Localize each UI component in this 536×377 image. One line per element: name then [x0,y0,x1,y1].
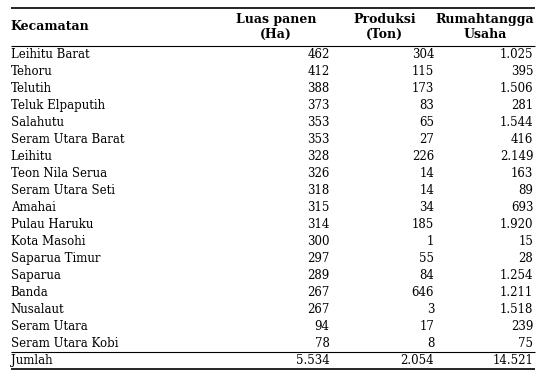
Text: 328: 328 [307,150,330,163]
Text: Telutih: Telutih [11,82,52,95]
Text: Saparua Timur: Saparua Timur [11,252,100,265]
Text: 83: 83 [419,99,434,112]
Text: 373: 373 [307,99,330,112]
Text: Seram Utara: Seram Utara [11,320,87,333]
Text: 267: 267 [307,286,330,299]
Text: 2.054: 2.054 [400,354,434,367]
Text: Banda: Banda [11,286,48,299]
Text: Nusalaut: Nusalaut [11,303,64,316]
Text: Produksi
(Ton): Produksi (Ton) [353,13,416,41]
Text: 115: 115 [412,65,434,78]
Text: Rumahtangga
Usaha: Rumahtangga Usaha [436,13,534,41]
Text: 185: 185 [412,218,434,231]
Text: 693: 693 [511,201,533,214]
Text: 388: 388 [307,82,330,95]
Text: 17: 17 [419,320,434,333]
Text: 75: 75 [518,337,533,350]
Text: 163: 163 [511,167,533,180]
Text: 15: 15 [518,235,533,248]
Text: 1.518: 1.518 [500,303,533,316]
Text: Saparua: Saparua [11,269,61,282]
Text: 281: 281 [511,99,533,112]
Text: 1.025: 1.025 [500,48,533,61]
Text: 8: 8 [427,337,434,350]
Text: Kota Masohi: Kota Masohi [11,235,85,248]
Text: 1.544: 1.544 [500,116,533,129]
Text: 300: 300 [307,235,330,248]
Text: 173: 173 [412,82,434,95]
Text: 315: 315 [307,201,330,214]
Text: 289: 289 [307,269,330,282]
Text: Jumlah: Jumlah [11,354,53,367]
Text: 326: 326 [307,167,330,180]
Text: 353: 353 [307,116,330,129]
Text: 1.211: 1.211 [500,286,533,299]
Text: 646: 646 [412,286,434,299]
Text: 84: 84 [419,269,434,282]
Text: 297: 297 [307,252,330,265]
Text: 89: 89 [518,184,533,197]
Text: Seram Utara Kobi: Seram Utara Kobi [11,337,118,350]
Text: 28: 28 [518,252,533,265]
Text: Salahutu: Salahutu [11,116,64,129]
Text: 416: 416 [511,133,533,146]
Text: 314: 314 [307,218,330,231]
Text: Seram Utara Seti: Seram Utara Seti [11,184,115,197]
Text: 395: 395 [511,65,533,78]
Text: 1.506: 1.506 [500,82,533,95]
Text: Amahai: Amahai [11,201,56,214]
Text: Teon Nila Serua: Teon Nila Serua [11,167,107,180]
Text: Teluk Elpaputih: Teluk Elpaputih [11,99,105,112]
Text: Leihitu Barat: Leihitu Barat [11,48,90,61]
Text: 65: 65 [419,116,434,129]
Text: 226: 226 [412,150,434,163]
Text: 1: 1 [427,235,434,248]
Text: 1.254: 1.254 [500,269,533,282]
Text: 462: 462 [307,48,330,61]
Text: 14: 14 [419,167,434,180]
Text: 27: 27 [419,133,434,146]
Text: Pulau Haruku: Pulau Haruku [11,218,93,231]
Text: 353: 353 [307,133,330,146]
Text: 3: 3 [427,303,434,316]
Text: 2.149: 2.149 [500,150,533,163]
Text: Leihitu: Leihitu [11,150,53,163]
Text: 14.521: 14.521 [493,354,533,367]
Text: Seram Utara Barat: Seram Utara Barat [11,133,124,146]
Text: 318: 318 [307,184,330,197]
Text: 267: 267 [307,303,330,316]
Text: 55: 55 [419,252,434,265]
Text: 34: 34 [419,201,434,214]
Text: Tehoru: Tehoru [11,65,53,78]
Text: 94: 94 [315,320,330,333]
Text: 304: 304 [412,48,434,61]
Text: 78: 78 [315,337,330,350]
Text: 412: 412 [307,65,330,78]
Text: 5.534: 5.534 [296,354,330,367]
Text: 14: 14 [419,184,434,197]
Text: Luas panen
(Ha): Luas panen (Ha) [236,13,316,41]
Text: 1.920: 1.920 [500,218,533,231]
Text: 239: 239 [511,320,533,333]
Text: Kecamatan: Kecamatan [11,20,90,34]
